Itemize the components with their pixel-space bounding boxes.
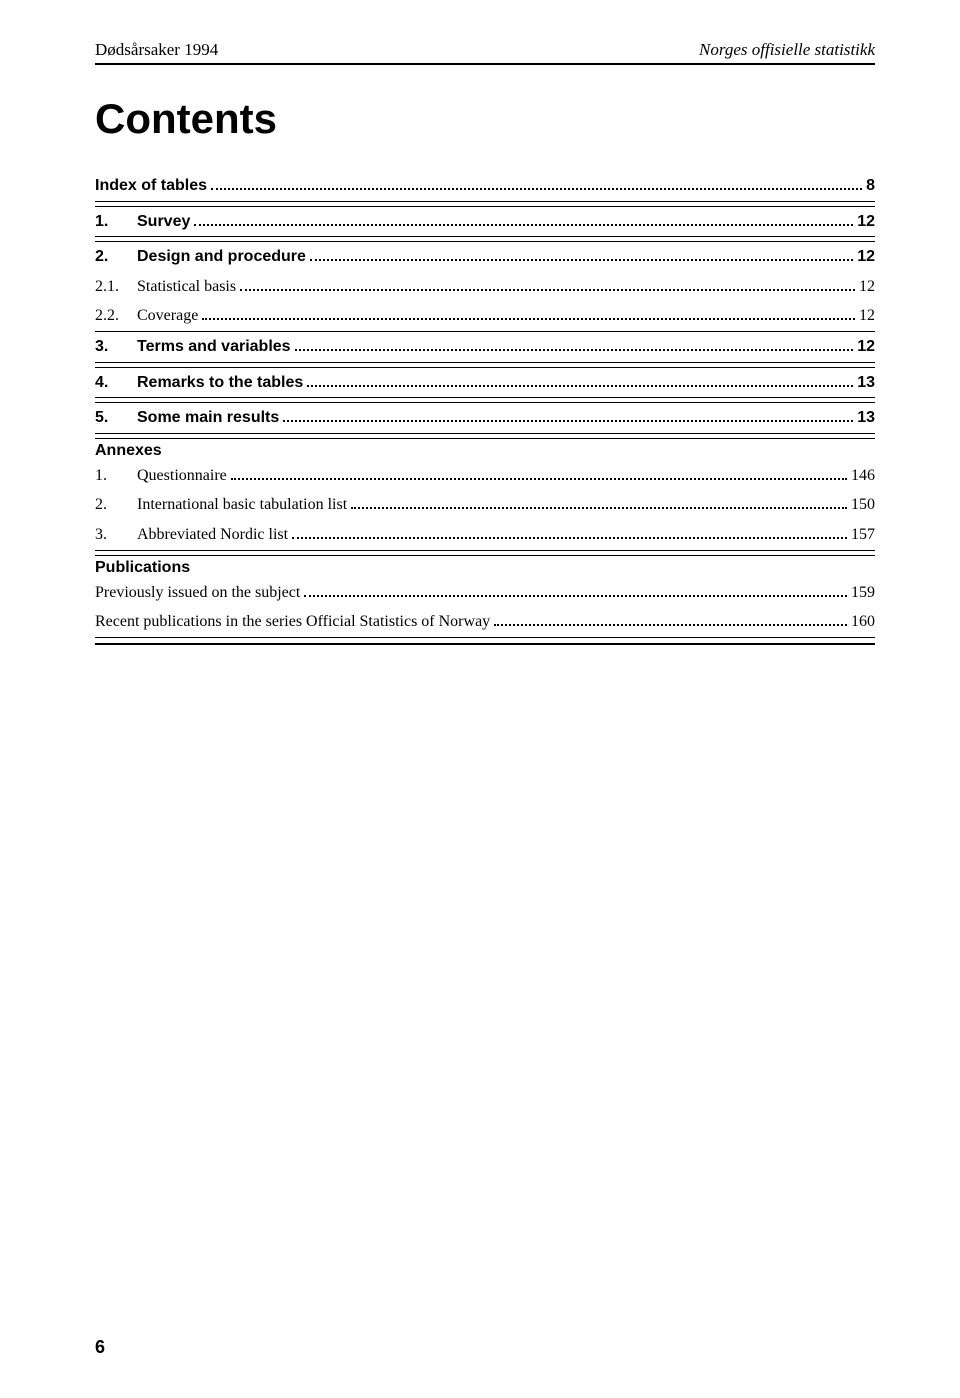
annexes-heading: Annexes <box>95 438 875 461</box>
toc-page: 159 <box>851 580 875 606</box>
toc-number: 3. <box>95 334 137 360</box>
dots-leader <box>307 385 853 387</box>
toc-label: Survey <box>137 209 190 235</box>
toc-number: 2. <box>95 244 137 270</box>
toc-annex1: 1. Questionnaire 146 <box>95 461 875 491</box>
dots-leader <box>494 624 847 626</box>
toc-label: Index of tables <box>95 173 207 199</box>
dots-leader <box>304 595 847 597</box>
toc-number: 5. <box>95 405 137 431</box>
toc-annex3: 3. Abbreviated Nordic list 157 <box>95 520 875 551</box>
toc-label: Some main results <box>137 405 279 431</box>
toc-label: Terms and variables <box>137 334 291 360</box>
toc-number: 1. <box>95 209 137 235</box>
toc-label: Remarks to the tables <box>137 370 303 396</box>
dots-leader <box>292 537 847 539</box>
toc-coverage: 2.2. Coverage 12 <box>95 301 875 332</box>
toc-number: 3. <box>95 522 137 548</box>
toc-page: 12 <box>857 334 875 360</box>
contents-title: Contents <box>95 95 875 143</box>
header-right-text: Norges offisielle statistikk <box>699 40 875 60</box>
final-rule <box>95 643 875 645</box>
toc-page: 12 <box>859 303 875 329</box>
toc-number: 4. <box>95 370 137 396</box>
toc-statistical-basis: 2.1. Statistical basis 12 <box>95 272 875 302</box>
toc-label: Questionnaire <box>137 463 227 489</box>
page-number: 6 <box>95 1337 105 1358</box>
toc-survey: 1. Survey 12 <box>95 206 875 238</box>
page-header: Dødsårsaker 1994 Norges offisielle stati… <box>95 40 875 65</box>
toc-page: 150 <box>851 492 875 518</box>
dots-leader <box>194 224 853 226</box>
dots-leader <box>202 318 855 320</box>
dots-leader <box>295 349 854 351</box>
toc-remarks: 4. Remarks to the tables 13 <box>95 367 875 399</box>
toc-pub1: Previously issued on the subject 159 <box>95 578 875 608</box>
toc-terms: 3. Terms and variables 12 <box>95 332 875 363</box>
toc-number: 2. <box>95 492 137 518</box>
toc-label: Coverage <box>137 303 198 329</box>
toc-label: Previously issued on the subject <box>95 580 300 606</box>
toc-page: 13 <box>857 405 875 431</box>
toc-annex2: 2. International basic tabulation list 1… <box>95 490 875 520</box>
toc-number: 2.1. <box>95 274 137 300</box>
toc-index-of-tables: Index of tables 8 <box>95 171 875 202</box>
toc-page: 12 <box>859 274 875 300</box>
toc-pub2: Recent publications in the series Offici… <box>95 607 875 637</box>
toc-label: Statistical basis <box>137 274 236 300</box>
toc-design: 2. Design and procedure 12 <box>95 242 875 272</box>
toc-page: 146 <box>851 463 875 489</box>
toc-page: 8 <box>866 173 875 199</box>
publications-heading: Publications <box>95 556 875 578</box>
toc-label: Abbreviated Nordic list <box>137 522 288 548</box>
dots-leader <box>240 289 855 291</box>
toc-page: 157 <box>851 522 875 548</box>
toc-label: International basic tabulation list <box>137 492 347 518</box>
dots-leader <box>310 259 853 261</box>
toc-label: Recent publications in the series Offici… <box>95 609 490 635</box>
toc-some-main: 5. Some main results 13 <box>95 402 875 434</box>
dots-leader <box>283 420 853 422</box>
toc-page: 13 <box>857 370 875 396</box>
toc-page: 12 <box>857 209 875 235</box>
header-left-text: Dødsårsaker 1994 <box>95 40 218 60</box>
dots-leader <box>351 507 847 509</box>
toc-number: 1. <box>95 463 137 489</box>
dots-leader <box>211 188 862 190</box>
toc-page: 160 <box>851 609 875 635</box>
toc-page: 12 <box>857 244 875 270</box>
dots-leader <box>231 478 847 480</box>
toc-label: Design and procedure <box>137 244 306 270</box>
toc-number: 2.2. <box>95 303 137 329</box>
